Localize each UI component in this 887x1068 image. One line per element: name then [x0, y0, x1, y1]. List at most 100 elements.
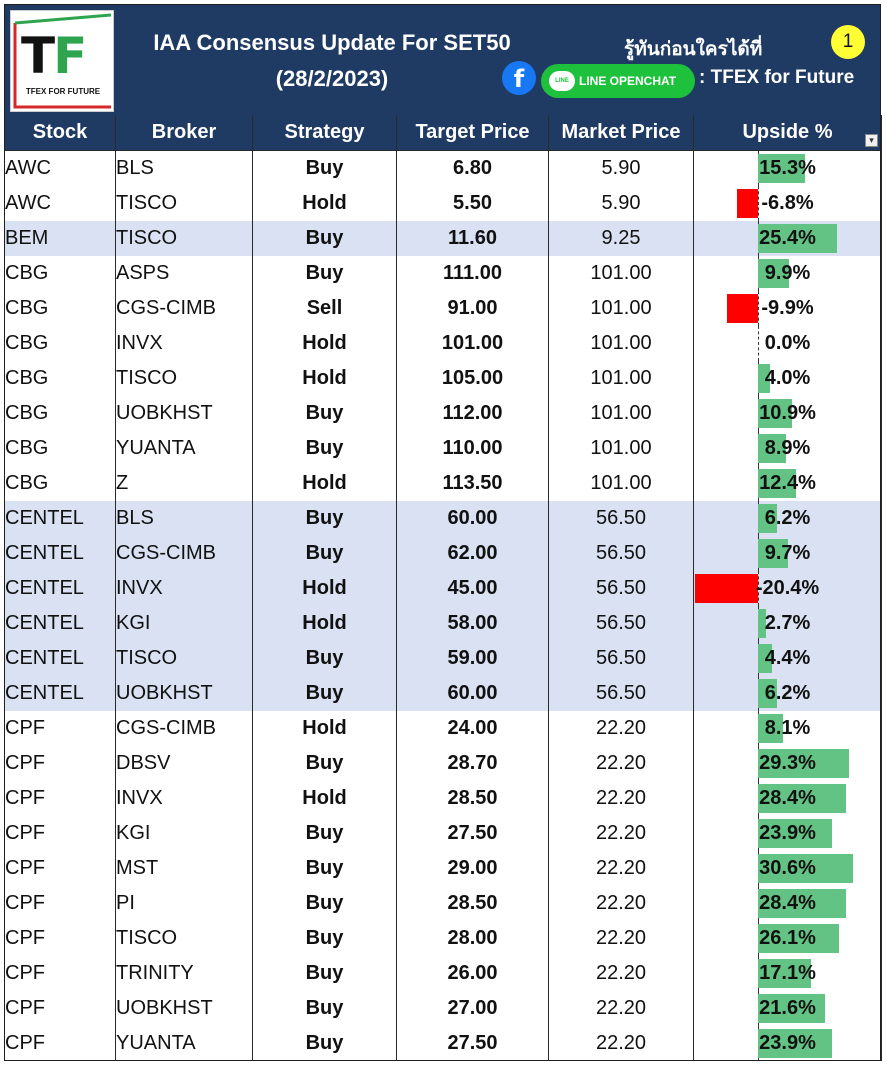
line-openchat-button[interactable]: LINE LINE OPENCHAT [541, 64, 695, 98]
upside-cell: 17.1% [693, 956, 882, 991]
stock-cell: CENTEL [4, 606, 116, 641]
stock-cell: CENTEL [4, 571, 116, 606]
market-price-cell: 5.90 [548, 186, 694, 221]
broker-cell: UOBKHST [115, 991, 253, 1026]
table-row: CPF MST Buy 29.00 22.20 30.6% [4, 851, 882, 886]
upside-bar [758, 644, 772, 673]
stock-cell: CPF [4, 711, 116, 746]
upside-cell: 12.4% [693, 466, 882, 501]
target-price-cell: 27.50 [396, 816, 549, 851]
table-row: CENTEL TISCO Buy 59.00 56.50 4.4% [4, 641, 882, 676]
stock-cell: CPF [4, 921, 116, 956]
logo-letter-f: F [53, 27, 87, 85]
table-row: CPF TRINITY Buy 26.00 22.20 17.1% [4, 956, 882, 991]
upside-value: 23.9% [759, 822, 816, 844]
upside-cell: 28.4% [693, 781, 882, 816]
broker-cell: INVX [115, 326, 253, 361]
table-row: CPF PI Buy 28.50 22.20 28.4% [4, 886, 882, 921]
market-price-cell: 56.50 [548, 676, 694, 711]
target-price-cell: 45.00 [396, 571, 549, 606]
broker-cell: TRINITY [115, 956, 253, 991]
upside-bar [758, 854, 853, 883]
facebook-icon[interactable]: f [502, 61, 536, 95]
market-price-cell: 22.20 [548, 956, 694, 991]
upside-value: 6.2% [764, 682, 811, 704]
broker-cell: CGS-CIMB [115, 536, 253, 571]
strategy-cell: Buy [252, 991, 397, 1026]
target-price-cell: 11.60 [396, 221, 549, 256]
stock-cell: CPF [4, 991, 116, 1026]
stock-cell: CBG [4, 291, 116, 326]
logo-subtitle: TFEX FOR FUTURE [25, 87, 101, 96]
upside-bar [758, 1029, 833, 1058]
target-price-cell: 24.00 [396, 711, 549, 746]
upside-value: 17.1% [759, 962, 816, 984]
logo-letter-t: T [21, 27, 55, 85]
upside-bar [758, 679, 778, 708]
upside-bar [758, 259, 789, 288]
table-row: AWC BLS Buy 6.80 5.90 15.3% [4, 150, 882, 186]
upside-cell: 26.1% [693, 921, 882, 956]
broker-cell: UOBKHST [115, 676, 253, 711]
strategy-cell: Buy [252, 256, 397, 291]
strategy-cell: Buy [252, 746, 397, 781]
broker-cell: ASPS [115, 256, 253, 291]
table-row: CENTEL BLS Buy 60.00 56.50 6.2% [4, 501, 882, 536]
upside-value: 15.3% [759, 157, 816, 179]
upside-value: 2.7% [764, 612, 811, 634]
upside-cell: 25.4% [693, 221, 882, 256]
strategy-cell: Hold [252, 781, 397, 816]
upside-value: -9.9% [761, 297, 814, 319]
upside-value: 26.1% [759, 927, 816, 949]
target-price-cell: 5.50 [396, 186, 549, 221]
upside-bar [758, 784, 847, 813]
upside-value: 8.1% [764, 717, 811, 739]
page-title: IAA Consensus Update For SET50 [153, 30, 511, 55]
stock-cell: BEM [4, 221, 116, 256]
tfex-logo: TF TFEX FOR FUTURE [10, 10, 114, 112]
upside-value: 30.6% [759, 857, 816, 879]
upside-cell: 6.2% [693, 501, 882, 536]
strategy-cell: Buy [252, 536, 397, 571]
stock-cell: CENTEL [4, 641, 116, 676]
tagline: รู้ทันก่อนใครได้ที่ [624, 38, 763, 60]
stock-cell: CBG [4, 431, 116, 466]
upside-cell: 28.4% [693, 886, 882, 921]
column-header-market-price: Market Price [548, 115, 694, 151]
strategy-cell: Hold [252, 571, 397, 606]
target-price-cell: 26.00 [396, 956, 549, 991]
broker-cell: KGI [115, 606, 253, 641]
filter-dropdown-icon[interactable]: ▾ [865, 134, 878, 147]
column-header-strategy: Strategy [252, 115, 397, 151]
table-row: BEM TISCO Buy 11.60 9.25 25.4% [4, 221, 882, 256]
column-header-target-price: Target Price [396, 115, 549, 151]
table-row: CPF TISCO Buy 28.00 22.20 26.1% [4, 921, 882, 956]
table-row: CBG TISCO Hold 105.00 101.00 4.0% [4, 361, 882, 396]
market-price-cell: 22.20 [548, 991, 694, 1026]
upside-cell: -20.4% [693, 571, 882, 606]
upside-value: 21.6% [759, 997, 816, 1019]
upside-cell: 0.0% [693, 326, 882, 361]
column-header-upside: Upside % ▾ [693, 115, 882, 151]
strategy-cell: Hold [252, 186, 397, 221]
upside-bar [758, 819, 833, 848]
market-price-cell: 5.90 [548, 150, 694, 186]
strategy-cell: Buy [252, 396, 397, 431]
table-row: CPF YUANTA Buy 27.50 22.20 23.9% [4, 1026, 882, 1061]
stock-cell: CBG [4, 326, 116, 361]
strategy-cell: Buy [252, 676, 397, 711]
line-icon: LINE [549, 71, 575, 91]
table-row: CENTEL UOBKHST Buy 60.00 56.50 6.2% [4, 676, 882, 711]
upside-cell: 23.9% [693, 1026, 882, 1061]
target-price-cell: 62.00 [396, 536, 549, 571]
target-price-cell: 28.50 [396, 781, 549, 816]
upside-value: 6.2% [764, 507, 811, 529]
target-price-cell: 60.00 [396, 501, 549, 536]
strategy-cell: Buy [252, 886, 397, 921]
upside-value: 8.9% [764, 437, 811, 459]
strategy-cell: Hold [252, 606, 397, 641]
stock-cell: CBG [4, 396, 116, 431]
stock-cell: CENTEL [4, 676, 116, 711]
broker-cell: YUANTA [115, 1026, 253, 1061]
broker-cell: TISCO [115, 921, 253, 956]
